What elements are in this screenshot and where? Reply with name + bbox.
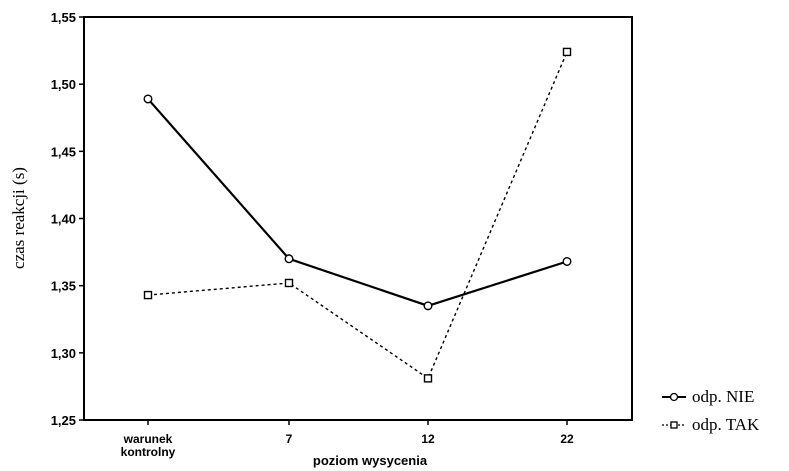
- legend-label: odp. NIE: [692, 387, 754, 406]
- y-tick-label: 1,50: [51, 77, 76, 92]
- x-tick-label: 12: [421, 432, 435, 446]
- data-point-square: [562, 47, 572, 57]
- y-axis: 1,25 1,30 1,35 1,40 1,45 1,50 1,55: [51, 10, 84, 428]
- legend: odp. NIE odp. TAK: [662, 387, 760, 434]
- plot-frame: [83, 16, 633, 421]
- x-tick-label: kontrolny: [121, 445, 176, 459]
- y-axis-title: czas reakcji (s): [9, 167, 28, 269]
- y-tick-label: 1,40: [51, 212, 76, 227]
- series-layer: [143, 47, 572, 383]
- legend-marker-square: [670, 421, 678, 429]
- series-line-nie: [147, 98, 568, 307]
- x-tick-label: warunek: [123, 432, 173, 446]
- data-point-square: [143, 290, 153, 300]
- y-tick-label: 1,25: [51, 413, 76, 428]
- data-point-circle: [143, 94, 153, 104]
- x-tick-label: 22: [560, 432, 574, 446]
- legend-marker-circle: [669, 392, 679, 402]
- data-point-circle: [284, 254, 294, 264]
- y-tick-label: 1,45: [51, 144, 76, 159]
- x-axis-title: poziom wysycenia: [313, 453, 428, 468]
- data-point-square: [423, 374, 433, 383]
- x-tick-label: 7: [286, 432, 293, 446]
- legend-label: odp. TAK: [692, 415, 760, 434]
- data-point-circle: [562, 256, 572, 266]
- series-line-tak: [147, 51, 568, 380]
- y-tick-label: 1,55: [51, 10, 76, 25]
- data-point-circle: [423, 301, 433, 311]
- y-tick-label: 1,35: [51, 279, 76, 294]
- data-point-square: [284, 278, 294, 288]
- y-tick-label: 1,30: [51, 346, 76, 361]
